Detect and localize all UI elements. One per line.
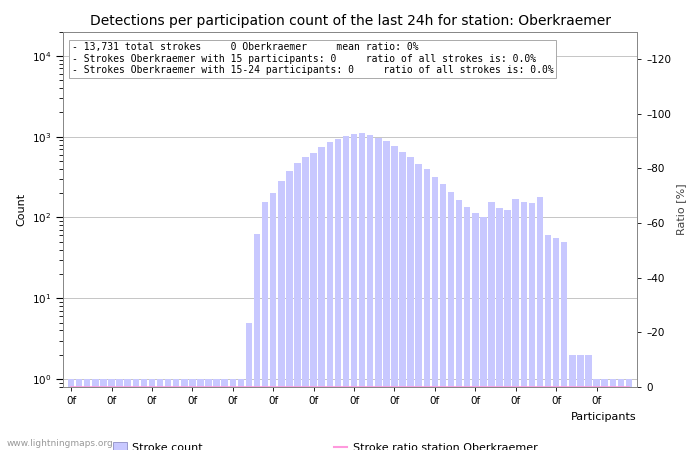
Bar — [76, 379, 83, 450]
Bar — [424, 169, 430, 450]
Bar — [569, 355, 575, 450]
Bar — [472, 212, 479, 450]
Text: - 13,731 total strokes     0 Oberkraemer     mean ratio: 0%
- Strokes Oberkraeme: - 13,731 total strokes 0 Oberkraemer mea… — [71, 42, 554, 75]
Bar — [351, 134, 357, 450]
Title: Detections per participation count of the last 24h for station: Oberkraemer: Detections per participation count of th… — [90, 14, 610, 27]
Text: Participants: Participants — [571, 412, 637, 422]
Bar — [92, 379, 99, 450]
Bar — [528, 203, 535, 450]
Bar — [270, 193, 276, 450]
Bar — [464, 207, 470, 450]
Bar — [488, 202, 495, 450]
Bar — [148, 379, 155, 450]
Bar — [578, 355, 584, 450]
Bar — [205, 379, 212, 450]
Bar — [594, 379, 600, 450]
Bar — [278, 181, 284, 450]
Bar — [610, 379, 616, 450]
Bar — [407, 157, 414, 450]
Bar — [116, 379, 122, 450]
Bar — [537, 197, 543, 450]
Bar — [318, 147, 325, 450]
Bar — [512, 199, 519, 450]
Bar — [617, 379, 624, 450]
Bar — [221, 379, 228, 450]
Bar — [254, 234, 260, 450]
Bar — [496, 208, 503, 450]
Bar — [189, 379, 195, 450]
Bar — [561, 242, 568, 450]
Bar — [84, 379, 90, 450]
Bar — [262, 202, 268, 450]
Legend: Stroke count, Stroke count station Oberkraemer, Stroke ratio station Oberkraemer: Stroke count, Stroke count station Oberk… — [108, 438, 542, 450]
Bar — [601, 379, 608, 450]
Bar — [343, 136, 349, 450]
Bar — [505, 210, 511, 450]
Bar — [214, 379, 220, 450]
Y-axis label: Count: Count — [16, 193, 26, 226]
Bar — [157, 379, 163, 450]
Bar — [100, 379, 106, 450]
Bar — [181, 379, 188, 450]
Bar — [553, 238, 559, 450]
Bar — [237, 379, 244, 450]
Bar — [545, 235, 552, 450]
Bar — [335, 139, 341, 450]
Bar — [399, 152, 406, 450]
Bar — [383, 141, 390, 450]
Bar — [440, 184, 446, 450]
Bar — [432, 177, 438, 450]
Bar — [521, 202, 527, 450]
Bar — [125, 379, 131, 450]
Bar — [310, 153, 317, 450]
Bar — [132, 379, 139, 450]
Bar — [585, 355, 591, 450]
Bar — [391, 146, 398, 450]
Bar — [246, 323, 252, 450]
Text: www.lightningmaps.org: www.lightningmaps.org — [7, 439, 113, 448]
Bar — [327, 142, 333, 450]
Bar — [108, 379, 115, 450]
Bar — [448, 192, 454, 450]
Bar — [197, 379, 204, 450]
Bar — [141, 379, 147, 450]
Bar — [286, 171, 293, 450]
Bar — [367, 135, 373, 450]
Bar — [375, 138, 382, 450]
Bar — [230, 379, 236, 450]
Bar — [302, 157, 309, 450]
Bar — [416, 163, 422, 450]
Bar — [359, 133, 365, 450]
Bar — [294, 163, 301, 450]
Bar — [68, 379, 74, 450]
Bar — [480, 217, 486, 450]
Bar — [173, 379, 179, 450]
Bar — [626, 379, 632, 450]
Bar — [165, 379, 172, 450]
Bar — [456, 200, 463, 450]
Y-axis label: Ratio [%]: Ratio [%] — [677, 184, 687, 235]
